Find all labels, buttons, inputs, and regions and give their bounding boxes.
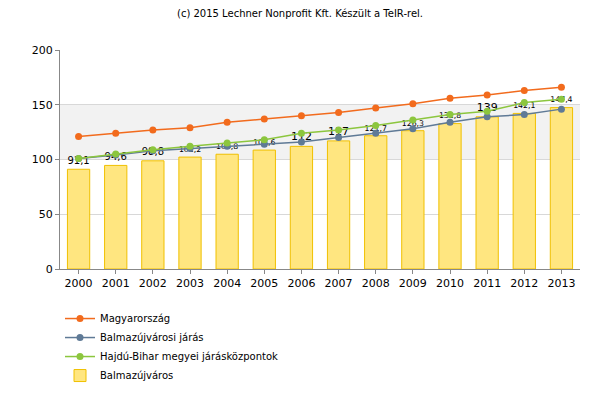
svg-text:91,1: 91,1 xyxy=(67,155,89,166)
svg-text:Balmazújvárosi járás: Balmazújvárosi járás xyxy=(100,332,204,343)
svg-text:2012: 2012 xyxy=(510,277,538,290)
svg-text:2005: 2005 xyxy=(250,277,278,290)
svg-text:Balmazújváros: Balmazújváros xyxy=(100,370,173,381)
svg-text:126,3: 126,3 xyxy=(402,119,424,128)
svg-text:2006: 2006 xyxy=(287,277,315,290)
svg-text:100: 100 xyxy=(32,153,53,166)
svg-text:(c) 2015 Lechner Nonprofit Kft: (c) 2015 Lechner Nonprofit Kft. Készült … xyxy=(177,8,423,19)
svg-text:2001: 2001 xyxy=(102,277,130,290)
svg-text:104,8: 104,8 xyxy=(216,142,238,151)
svg-text:132,8: 132,8 xyxy=(439,111,461,120)
svg-text:2004: 2004 xyxy=(213,277,241,290)
svg-text:117: 117 xyxy=(328,125,349,138)
svg-text:Magyarország: Magyarország xyxy=(100,313,170,324)
svg-text:150: 150 xyxy=(32,99,53,112)
svg-text:200: 200 xyxy=(32,44,53,57)
svg-text:2009: 2009 xyxy=(399,277,427,290)
svg-text:2000: 2000 xyxy=(65,277,93,290)
svg-text:2002: 2002 xyxy=(139,277,167,290)
svg-text:2007: 2007 xyxy=(325,277,353,290)
svg-text:50: 50 xyxy=(39,208,53,221)
svg-text:2013: 2013 xyxy=(547,277,575,290)
svg-text:0: 0 xyxy=(46,263,53,276)
svg-text:108,6: 108,6 xyxy=(253,138,275,147)
svg-text:2011: 2011 xyxy=(473,277,501,290)
svg-text:2010: 2010 xyxy=(436,277,464,290)
svg-text:102,2: 102,2 xyxy=(179,145,201,154)
svg-text:94,6: 94,6 xyxy=(105,151,127,162)
svg-text:142,1: 142,1 xyxy=(513,101,535,110)
svg-text:121,7: 121,7 xyxy=(365,124,387,133)
svg-text:147,4: 147,4 xyxy=(550,95,572,104)
svg-text:139: 139 xyxy=(477,101,498,114)
svg-text:112: 112 xyxy=(291,130,312,143)
svg-text:2003: 2003 xyxy=(176,277,204,290)
svg-text:2008: 2008 xyxy=(362,277,390,290)
svg-text:Hajdú-Bihar megyei járásközpon: Hajdú-Bihar megyei járásközpontok xyxy=(100,351,278,362)
svg-text:98,8: 98,8 xyxy=(142,146,164,157)
